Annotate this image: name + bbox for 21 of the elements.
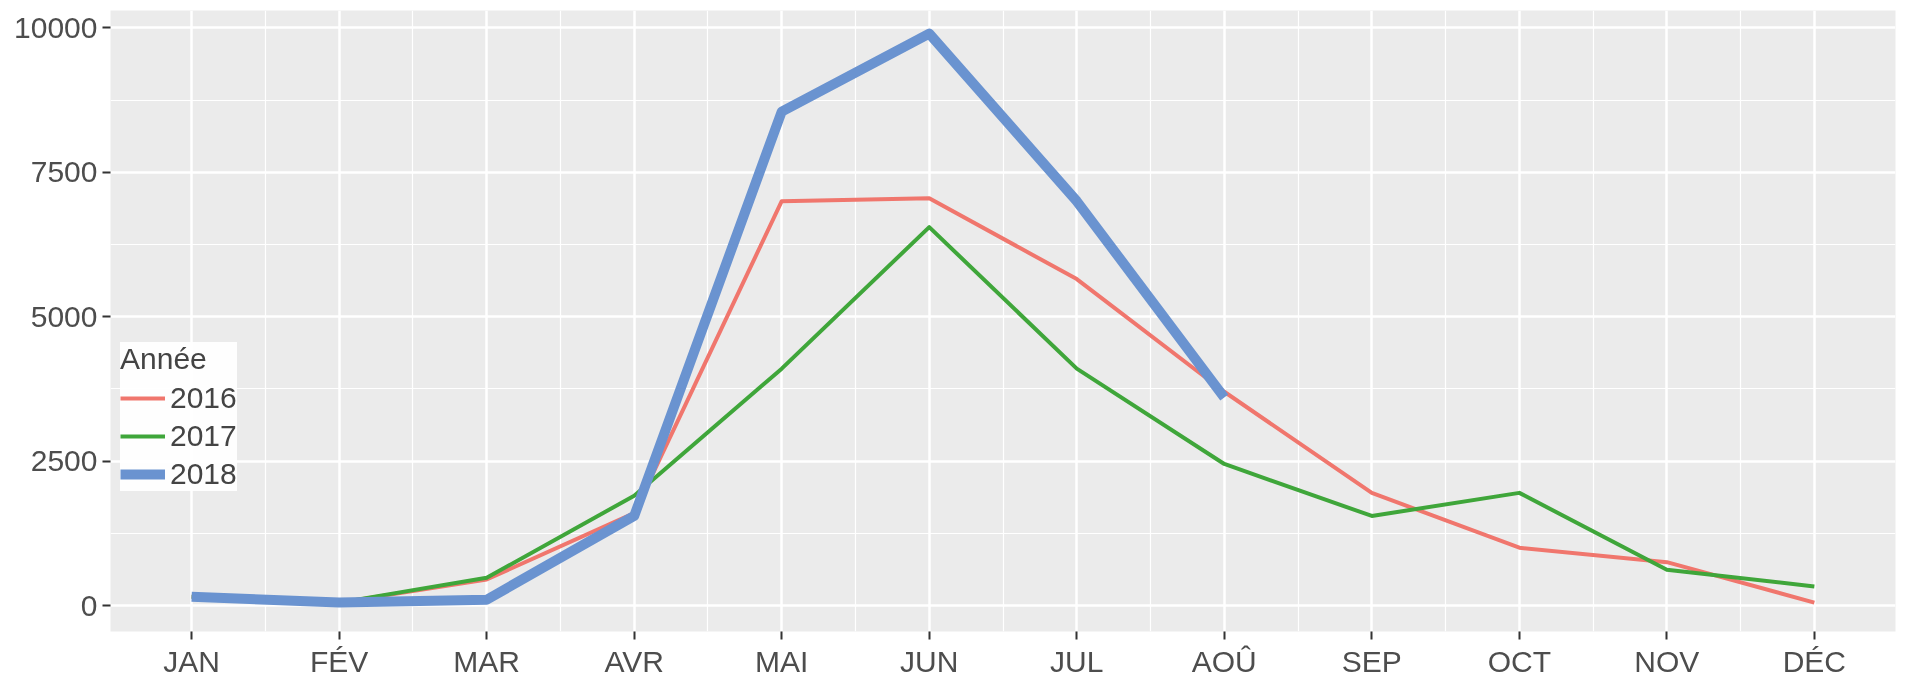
x-tick-label: OCT (1487, 644, 1551, 678)
legend-label: 2018 (170, 457, 237, 491)
x-tick-label: NOV (1634, 644, 1700, 678)
x-tick-label: SEP (1341, 644, 1402, 678)
legend-label: 2017 (170, 419, 237, 453)
y-tick-label: 7500 (30, 155, 98, 189)
x-tick-label: FÉV (309, 644, 369, 678)
x-tick-label: JUN (900, 644, 959, 678)
y-tick-label: 0 (80, 588, 98, 622)
legend-label: 2016 (170, 381, 237, 415)
x-tick-label: JAN (163, 644, 220, 678)
x-tick-label: JUL (1050, 644, 1104, 678)
x-tick-label: DÉC (1782, 644, 1847, 678)
x-tick-label: AVR (604, 644, 664, 678)
x-tick-label: MAI (755, 644, 809, 678)
x-tick-label: AOÛ (1191, 644, 1257, 678)
y-tick-label: 10000 (14, 10, 98, 44)
legend-title: Année (120, 342, 208, 376)
y-tick-label: 5000 (30, 299, 98, 333)
x-tick-label: MAR (453, 644, 521, 678)
y-tick-label: 2500 (30, 444, 98, 478)
